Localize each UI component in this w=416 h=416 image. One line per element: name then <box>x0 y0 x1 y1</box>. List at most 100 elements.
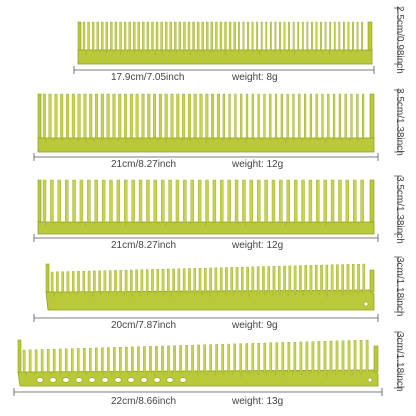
comb-1-tooth <box>361 21 364 51</box>
comb-1-tooth <box>356 21 359 51</box>
comb-3-tooth <box>345 179 350 223</box>
comb-3-tooth <box>286 179 290 223</box>
comb-4-length-label: 20cm/7.87inch <box>111 320 177 331</box>
comb-2-tooth <box>298 93 301 139</box>
comb-3-tooth <box>131 179 135 223</box>
comb-2-tooth <box>344 93 347 139</box>
comb-5-hole <box>127 377 135 383</box>
comb-5-tooth <box>353 340 357 373</box>
comb-2-tooth <box>153 93 157 139</box>
comb-3-tooth <box>308 179 313 223</box>
comb-3-tooth <box>168 179 172 223</box>
comb-2-length-ruler <box>33 153 379 161</box>
comb-3-tooth <box>116 179 121 223</box>
comb-5-hole <box>88 377 96 383</box>
comb-2-tooth <box>315 93 318 139</box>
comb-1-tooth <box>288 21 290 51</box>
comb-5-tooth <box>251 343 255 373</box>
comb-3-height-label: 3.5cm/1.38inch <box>394 176 405 244</box>
comb-5-hole <box>166 377 174 383</box>
comb-4-tooth <box>283 265 286 293</box>
comb-4-tooth <box>320 264 323 293</box>
comb-1-tooth <box>324 21 327 51</box>
comb-2-length-label: 21cm/8.27inch <box>111 159 177 170</box>
comb-3-tooth <box>146 179 150 223</box>
comb-3-tooth <box>227 179 231 223</box>
comb-3-tooth <box>360 179 364 223</box>
comb-2-tooth <box>263 93 266 139</box>
comb-4-tooth <box>209 267 212 293</box>
comb-4-tooth <box>87 270 91 293</box>
comb-1-tooth <box>315 21 318 51</box>
comb-1-tooth <box>187 21 191 51</box>
comb-4-tooth <box>219 267 223 293</box>
comb-4-tooth <box>167 268 170 293</box>
comb-3-tooth <box>109 179 113 223</box>
comb-3-length-label: 21cm/8.27inch <box>111 240 177 251</box>
comb-5-tooth <box>34 349 38 373</box>
comb-1-left-rail <box>77 21 82 51</box>
comb-1-length-ruler <box>73 66 375 74</box>
comb-4-tooth <box>61 271 64 293</box>
comb-2-tooth <box>333 93 336 139</box>
comb-5-tooth <box>239 343 242 373</box>
comb-4-tooth <box>56 271 59 293</box>
comb-5-spine <box>17 369 379 387</box>
comb-1-tooth <box>114 21 118 51</box>
comb-3-tooth <box>301 179 305 223</box>
comb-2-tooth <box>170 93 174 139</box>
comb-5-tooth <box>58 348 62 373</box>
comb-2-spine <box>37 137 375 153</box>
comb-4-tooth <box>124 269 128 293</box>
comb-5-hole <box>153 377 161 383</box>
comb-4-tooth <box>251 266 255 293</box>
comb-2-tooth <box>240 93 243 139</box>
comb-4-tooth <box>346 264 350 293</box>
comb-1-tooth <box>260 21 263 51</box>
comb-4-tooth <box>130 269 133 293</box>
comb-4-tooth <box>235 267 239 293</box>
comb-1-tooth <box>283 21 286 51</box>
comb-4-tooth <box>336 264 339 293</box>
comb-4-tooth <box>82 271 86 293</box>
comb-5-tooth <box>40 349 44 373</box>
comb-2-tooth <box>257 93 260 139</box>
comb-5-tooth <box>161 345 164 373</box>
comb-5-hole <box>140 377 148 383</box>
comb-5-hole <box>49 377 57 383</box>
rulers-layer <box>13 7 402 396</box>
comb-1-tooth <box>183 21 186 51</box>
comb-3-tooth <box>271 179 276 223</box>
comb-2-tooth <box>106 93 110 139</box>
comb-5-tooth <box>179 345 182 373</box>
comb-2-left-rail <box>37 93 42 139</box>
comb-1-tooth <box>352 21 354 51</box>
comb-3-tooth <box>264 179 268 223</box>
comb-3-height-ruler <box>394 175 402 235</box>
comb-3-tooth <box>279 179 283 223</box>
comb-4-tooth <box>103 270 107 293</box>
comb-1-tooth <box>123 21 127 51</box>
comb-2-tooth <box>362 93 365 139</box>
comb-5-tooth <box>155 345 158 373</box>
comb-1-tooth <box>215 21 218 51</box>
comb-4-tooth <box>299 265 302 293</box>
comb-2-tooth <box>350 93 353 139</box>
comb-3-tooth <box>72 179 76 223</box>
comb-5-hole <box>62 377 70 383</box>
comb-3-tooth <box>87 179 91 223</box>
comb-5-tooth <box>119 347 122 373</box>
comb-5-length-label: 22cm/8.66inch <box>111 396 177 407</box>
comb-2-tooth <box>338 93 341 139</box>
comb-2-tooth <box>66 93 69 139</box>
comb-5-tooth <box>263 342 267 373</box>
comb-5-tooth <box>257 342 261 373</box>
comb-3-tooth <box>212 179 217 223</box>
comb-2-tooth <box>234 93 237 139</box>
comb-5-tooth <box>149 346 152 373</box>
comb-2-height-ruler <box>394 89 402 153</box>
comb-5-tooth <box>317 341 321 373</box>
comb-2-tooth <box>321 93 324 139</box>
comb-1-weight-label: weight: 8g <box>232 72 278 83</box>
comb-4 <box>45 263 375 311</box>
